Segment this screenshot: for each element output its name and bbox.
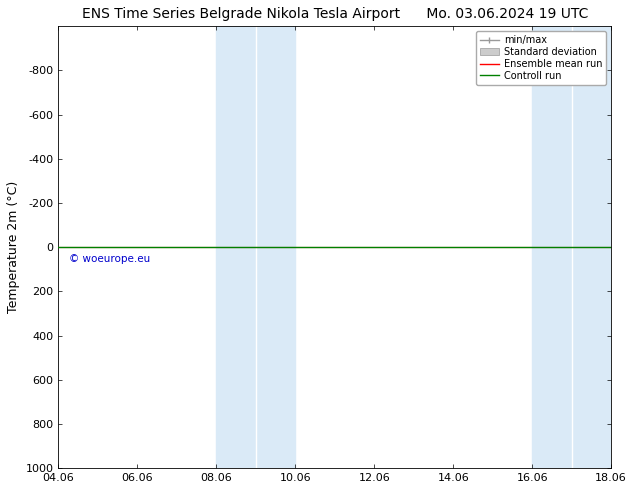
Text: © woeurope.eu: © woeurope.eu [69, 254, 151, 264]
Bar [256, 26, 295, 468]
Bar [532, 26, 572, 468]
Bar [216, 26, 256, 468]
Title: ENS Time Series Belgrade Nikola Tesla Airport      Mo. 03.06.2024 19 UTC: ENS Time Series Belgrade Nikola Tesla Ai… [82, 7, 588, 21]
Bar [572, 26, 611, 468]
Y-axis label: Temperature 2m (°C): Temperature 2m (°C) [7, 181, 20, 314]
Legend: min/max, Standard deviation, Ensemble mean run, Controll run: min/max, Standard deviation, Ensemble me… [476, 31, 606, 85]
